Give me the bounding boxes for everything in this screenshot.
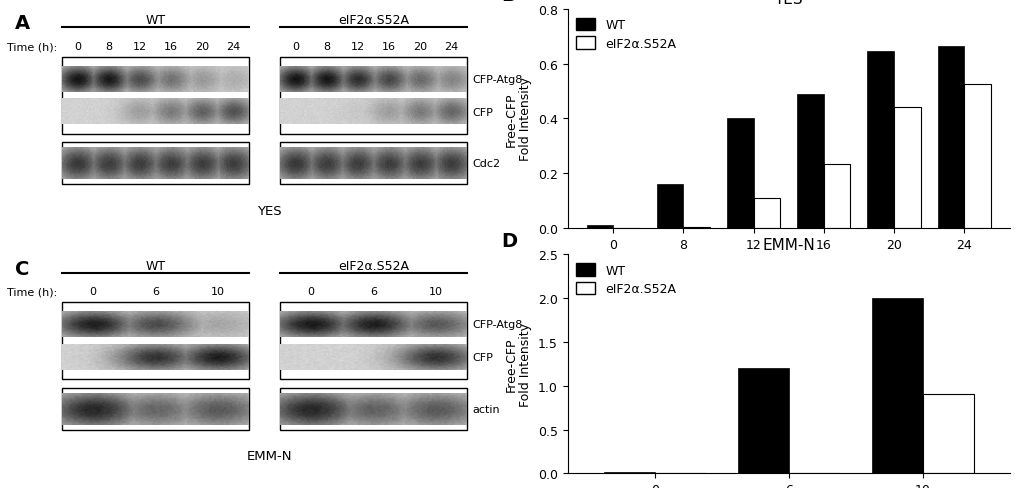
- Text: 6: 6: [152, 287, 159, 297]
- Text: 20: 20: [195, 42, 209, 52]
- X-axis label: Time (h): Time (h): [762, 257, 814, 270]
- Text: YES: YES: [257, 204, 281, 218]
- Legend: WT, eIF2α.S52A: WT, eIF2α.S52A: [574, 261, 678, 298]
- Text: EMM-N: EMM-N: [247, 449, 292, 462]
- Text: CFP-Atg8: CFP-Atg8: [472, 320, 522, 329]
- Text: 20: 20: [413, 42, 427, 52]
- Text: actin: actin: [472, 404, 499, 414]
- Text: Cdc2: Cdc2: [472, 159, 499, 169]
- Bar: [737, 368, 788, 473]
- Text: 12: 12: [351, 42, 365, 52]
- Text: 0: 0: [291, 42, 299, 52]
- Text: Time (h):: Time (h):: [7, 42, 57, 52]
- Y-axis label: Free-CFP
Fold Intensity: Free-CFP Fold Intensity: [504, 322, 532, 406]
- Text: 24: 24: [226, 42, 240, 52]
- Bar: [62, 388, 249, 429]
- Title: EMM-N: EMM-N: [761, 237, 814, 252]
- Bar: [280, 388, 467, 429]
- Text: 12: 12: [132, 42, 147, 52]
- Text: 8: 8: [105, 42, 112, 52]
- Bar: [727, 119, 753, 228]
- Bar: [683, 227, 709, 228]
- Text: eIF2α.S52A: eIF2α.S52A: [337, 14, 409, 27]
- Y-axis label: Free-CFP
Fold Intensity: Free-CFP Fold Intensity: [504, 77, 532, 161]
- Bar: [586, 226, 612, 228]
- Text: 8: 8: [323, 42, 330, 52]
- Bar: [656, 184, 683, 228]
- Text: 10: 10: [428, 287, 442, 297]
- Text: 24: 24: [444, 42, 459, 52]
- Text: 0: 0: [308, 287, 315, 297]
- Bar: [62, 58, 249, 134]
- Text: CFP: CFP: [472, 352, 492, 363]
- Text: B: B: [501, 0, 516, 5]
- Text: 16: 16: [164, 42, 178, 52]
- Bar: [871, 299, 922, 473]
- Bar: [280, 58, 467, 134]
- Bar: [797, 95, 823, 228]
- Bar: [922, 395, 973, 473]
- Text: 16: 16: [382, 42, 395, 52]
- Text: CFP: CFP: [472, 108, 492, 118]
- Bar: [753, 198, 780, 228]
- Bar: [280, 303, 467, 379]
- Bar: [866, 52, 893, 228]
- Bar: [893, 108, 920, 228]
- Bar: [62, 303, 249, 379]
- Text: Time (h):: Time (h):: [7, 287, 57, 297]
- Bar: [280, 143, 467, 184]
- Text: 10: 10: [211, 287, 224, 297]
- Bar: [963, 85, 989, 228]
- Bar: [62, 143, 249, 184]
- Text: CFP-Atg8: CFP-Atg8: [472, 75, 522, 85]
- Text: WT: WT: [146, 259, 165, 272]
- Bar: [603, 472, 654, 473]
- Legend: WT, eIF2α.S52A: WT, eIF2α.S52A: [574, 16, 678, 53]
- Bar: [823, 164, 850, 228]
- Title: YES: YES: [773, 0, 802, 7]
- Text: A: A: [15, 14, 31, 33]
- Text: D: D: [501, 231, 517, 250]
- Text: WT: WT: [146, 14, 165, 27]
- Text: 0: 0: [74, 42, 82, 52]
- Bar: [936, 47, 963, 228]
- Text: 0: 0: [90, 287, 97, 297]
- Text: 6: 6: [370, 287, 377, 297]
- Text: C: C: [15, 259, 30, 278]
- Text: eIF2α.S52A: eIF2α.S52A: [337, 259, 409, 272]
